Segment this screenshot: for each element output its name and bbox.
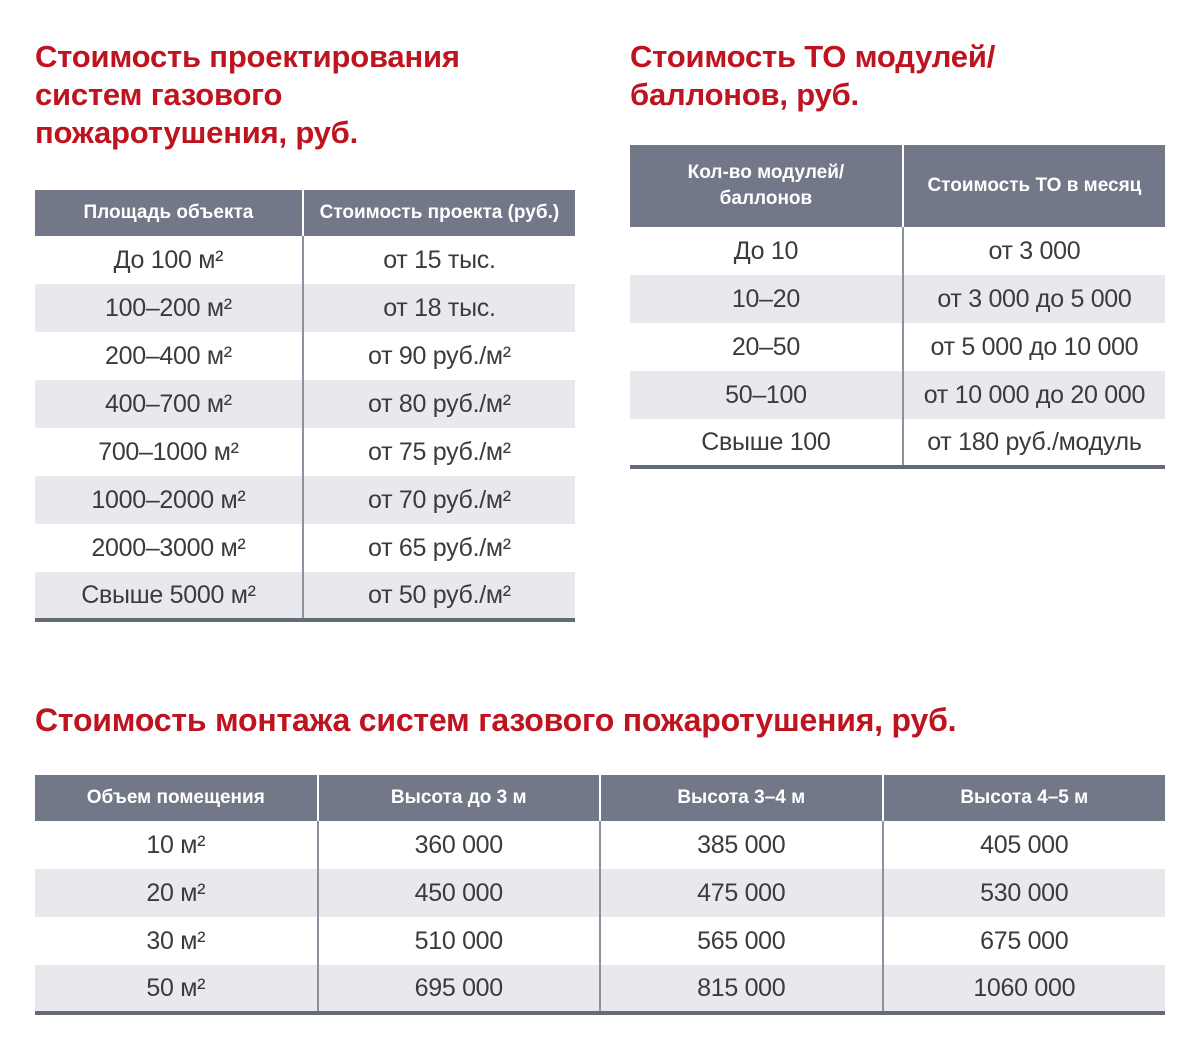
- price-cell: 565 000: [600, 917, 884, 965]
- table-row: Свыше 100 от 180 руб./модуль: [630, 419, 1165, 467]
- installation-col-header-h45: Высота 4–5 м: [882, 775, 1165, 821]
- design-section-title: Стоимость проектирования систем газового…: [35, 38, 575, 152]
- table-row: 400–700 м² от 80 руб./м²: [35, 380, 575, 428]
- maintenance-section-title: Стоимость ТО модулей/ баллонов, руб.: [630, 38, 1165, 114]
- installation-col-header-volume: Объем помещения: [35, 775, 319, 821]
- design-cost-section: Стоимость проектирования систем газового…: [35, 38, 575, 622]
- count-cell: 10–20: [630, 275, 904, 323]
- price-cell: 475 000: [600, 869, 884, 917]
- maintenance-cost-table: Кол-во модулей/ баллонов Стоимость ТО в …: [630, 145, 1165, 469]
- table-row: 30 м² 510 000 565 000 675 000: [35, 917, 1165, 965]
- area-cell: До 100 м²: [35, 236, 304, 284]
- table-row: До 10 от 3 000: [630, 227, 1165, 275]
- design-title-line-2: систем газового: [35, 77, 283, 112]
- installation-col-header-h34: Высота 3–4 м: [600, 775, 884, 821]
- table-row: До 100 м² от 15 тыс.: [35, 236, 575, 284]
- price-cell: от 5 000 до 10 000: [902, 323, 1165, 371]
- maintenance-title-line-2: баллонов, руб.: [630, 77, 859, 112]
- volume-cell: 30 м²: [35, 917, 319, 965]
- price-cell: от 10 000 до 20 000: [902, 371, 1165, 419]
- area-cell: 2000–3000 м²: [35, 524, 304, 572]
- table-row: 10–20 от 3 000 до 5 000: [630, 275, 1165, 323]
- price-cell: от 180 руб./модуль: [902, 419, 1165, 467]
- installation-col-header-h3: Высота до 3 м: [317, 775, 601, 821]
- design-title-line-3: пожаротушения, руб.: [35, 115, 359, 150]
- area-cell: 700–1000 м²: [35, 428, 304, 476]
- count-cell: До 10: [630, 227, 904, 275]
- price-cell: 675 000: [882, 917, 1165, 965]
- price-cell: 510 000: [317, 917, 601, 965]
- price-cell: 815 000: [600, 965, 884, 1013]
- table-row: Свыше 5000 м² от 50 руб./м²: [35, 572, 575, 620]
- table-header-row: Площадь объекта Стоимость проекта (руб.): [35, 190, 575, 236]
- table-row: 50 м² 695 000 815 000 1060 000: [35, 965, 1165, 1013]
- area-cell: Свыше 5000 м²: [35, 572, 304, 620]
- price-cell: от 50 руб./м²: [302, 572, 575, 620]
- table-row: 700–1000 м² от 75 руб./м²: [35, 428, 575, 476]
- installation-cost-table: Объем помещения Высота до 3 м Высота 3–4…: [35, 775, 1165, 1015]
- price-cell: от 75 руб./м²: [302, 428, 575, 476]
- price-cell: 695 000: [317, 965, 601, 1013]
- price-cell: от 3 000 до 5 000: [902, 275, 1165, 323]
- table-row: 50–100 от 10 000 до 20 000: [630, 371, 1165, 419]
- design-col-header-area: Площадь объекта: [35, 190, 304, 236]
- table-header-row: Объем помещения Высота до 3 м Высота 3–4…: [35, 775, 1165, 821]
- volume-cell: 10 м²: [35, 821, 319, 869]
- price-cell: 530 000: [882, 869, 1165, 917]
- maintenance-col-header-count: Кол-во модулей/ баллонов: [630, 145, 904, 227]
- price-cell: от 90 руб./м²: [302, 332, 575, 380]
- table-row: 20–50 от 5 000 до 10 000: [630, 323, 1165, 371]
- table-row: 200–400 м² от 90 руб./м²: [35, 332, 575, 380]
- price-cell: от 18 тыс.: [302, 284, 575, 332]
- volume-cell: 20 м²: [35, 869, 319, 917]
- maintenance-col-header-price: Стоимость ТО в месяц: [902, 145, 1165, 227]
- count-cell: 50–100: [630, 371, 904, 419]
- design-cost-table: Площадь объекта Стоимость проекта (руб.)…: [35, 190, 575, 622]
- maintenance-cost-section: Стоимость ТО модулей/ баллонов, руб. Кол…: [630, 38, 1165, 469]
- table-row: 10 м² 360 000 385 000 405 000: [35, 821, 1165, 869]
- price-cell: 385 000: [600, 821, 884, 869]
- maintenance-title-line-1: Стоимость ТО модулей/: [630, 39, 996, 74]
- area-cell: 100–200 м²: [35, 284, 304, 332]
- price-cell: от 80 руб./м²: [302, 380, 575, 428]
- design-title-line-1: Стоимость проектирования: [35, 39, 460, 74]
- table-header-row: Кол-во модулей/ баллонов Стоимость ТО в …: [630, 145, 1165, 227]
- price-cell: 1060 000: [882, 965, 1165, 1013]
- installation-section-title: Стоимость монтажа систем газового пожаро…: [35, 702, 957, 738]
- area-cell: 400–700 м²: [35, 380, 304, 428]
- price-cell: 360 000: [317, 821, 601, 869]
- price-cell: от 15 тыс.: [302, 236, 575, 284]
- installation-cost-section: Стоимость монтажа систем газового пожаро…: [35, 700, 1165, 1015]
- price-cell: 405 000: [882, 821, 1165, 869]
- design-col-header-price: Стоимость проекта (руб.): [302, 190, 575, 236]
- price-cell: 450 000: [317, 869, 601, 917]
- price-cell: от 65 руб./м²: [302, 524, 575, 572]
- area-cell: 1000–2000 м²: [35, 476, 304, 524]
- table-row: 100–200 м² от 18 тыс.: [35, 284, 575, 332]
- table-row: 1000–2000 м² от 70 руб./м²: [35, 476, 575, 524]
- table-row: 2000–3000 м² от 65 руб./м²: [35, 524, 575, 572]
- count-cell: Свыше 100: [630, 419, 904, 467]
- volume-cell: 50 м²: [35, 965, 319, 1013]
- area-cell: 200–400 м²: [35, 332, 304, 380]
- price-cell: от 70 руб./м²: [302, 476, 575, 524]
- table-row: 20 м² 450 000 475 000 530 000: [35, 869, 1165, 917]
- price-cell: от 3 000: [902, 227, 1165, 275]
- count-cell: 20–50: [630, 323, 904, 371]
